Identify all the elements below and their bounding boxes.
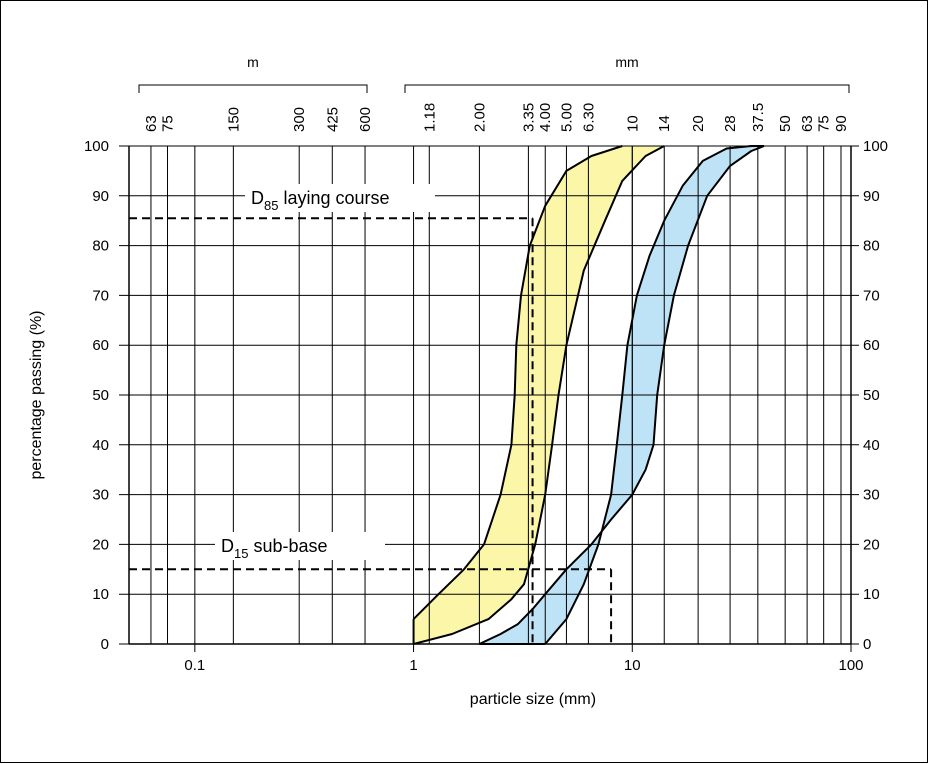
- annotation-2-label-bg: [215, 532, 385, 560]
- annotation-symbol: D: [251, 188, 264, 208]
- annotation-1-label: D85 laying course: [251, 188, 390, 213]
- y-tick-label-right: 20: [863, 536, 880, 553]
- top-mm-sieve-label: 50: [777, 115, 794, 132]
- top-mm-sieve-label: 2.00: [471, 103, 488, 132]
- y-tick-label-left: 90: [92, 188, 109, 205]
- y-tick-label-right: 80: [863, 238, 880, 255]
- top-mm-sieve-label: 63: [799, 115, 816, 132]
- top-m-sieve-label: 425: [324, 107, 341, 132]
- dashed-lines-layer: [129, 217, 613, 644]
- y-tick-label-right: 60: [863, 337, 880, 354]
- x-tick-label: 0.1: [184, 657, 205, 674]
- top-m-sieve-label: 600: [357, 107, 374, 132]
- y-tick-label-left: 40: [92, 437, 109, 454]
- top-mm-bracket: [404, 84, 850, 93]
- top-m-unit-label: m: [247, 54, 259, 70]
- top-mm-sieve-label: 3.35: [520, 103, 537, 132]
- top-mm-sieve-label: 4.00: [537, 103, 554, 132]
- top-mm-sieve-label: 37.5: [750, 103, 767, 132]
- annotation-1-label-bg: [245, 184, 435, 212]
- top-mm-sieve-label: 14: [656, 115, 673, 132]
- y-tick-label-left: 60: [92, 337, 109, 354]
- top-m-sieve-label: 63: [143, 115, 160, 132]
- annotation-text: sub-base: [248, 536, 327, 556]
- y-tick-label-right: 70: [863, 287, 880, 304]
- y-tick-label-right: 40: [863, 437, 880, 454]
- y-tick-label-right: 100: [863, 138, 888, 155]
- top-mm-unit-label: mm: [615, 54, 638, 70]
- top-m-sieve-label: 150: [225, 107, 242, 132]
- y-tick-label-right: 90: [863, 188, 880, 205]
- y-tick-label-left: 70: [92, 287, 109, 304]
- annotation-subscript: 15: [234, 546, 248, 561]
- y-tick-label-left: 100: [84, 138, 109, 155]
- top-mm-sieve-label: 75: [816, 115, 833, 132]
- y-tick-label-left: 10: [92, 586, 109, 603]
- y-tick-label-right: 0: [863, 636, 871, 653]
- y-tick-label-right: 10: [863, 586, 880, 603]
- top-m-bracket: [138, 84, 368, 93]
- annotation-text: laying course: [278, 188, 389, 208]
- y-tick-label-left: 80: [92, 238, 109, 255]
- annotation-2-label: D15 sub-base: [221, 536, 328, 561]
- top-mm-sieve-label: 90: [833, 115, 850, 132]
- annotation-symbol: D: [221, 536, 234, 556]
- y-tick-label-left: 20: [92, 536, 109, 553]
- top-mm-sieve-label: 5.00: [558, 103, 575, 132]
- annotation-subscript: 85: [264, 198, 278, 213]
- top-mm-sieve-label: 28: [722, 115, 739, 132]
- y-tick-label-left: 50: [92, 387, 109, 404]
- x-tick-label: 1: [409, 657, 417, 674]
- y-axis-label: percentage passing (%): [28, 311, 45, 480]
- band-1-upper-curve: [412, 145, 623, 620]
- band-1-lower-curve: [413, 145, 665, 645]
- y-tick-label-right: 50: [863, 387, 880, 404]
- top-m-sieve-label: 300: [291, 107, 308, 132]
- x-tick-label: 100: [838, 657, 863, 674]
- x-axis-label: particle size (mm): [470, 691, 596, 708]
- top-mm-sieve-label: 10: [624, 115, 641, 132]
- top-mm-sieve-label: 1.18: [421, 103, 438, 132]
- top-mm-sieve-label: 6.30: [580, 103, 597, 132]
- x-tick-label: 10: [624, 657, 641, 674]
- top-mm-sieve-label: 20: [690, 115, 707, 132]
- band-2-upper-curve: [544, 145, 764, 645]
- y-tick-label-left: 30: [92, 487, 109, 504]
- top-m-sieve-label: 75: [160, 115, 177, 132]
- y-tick-label-right: 30: [863, 487, 880, 504]
- y-tick-label-left: 0: [101, 636, 109, 653]
